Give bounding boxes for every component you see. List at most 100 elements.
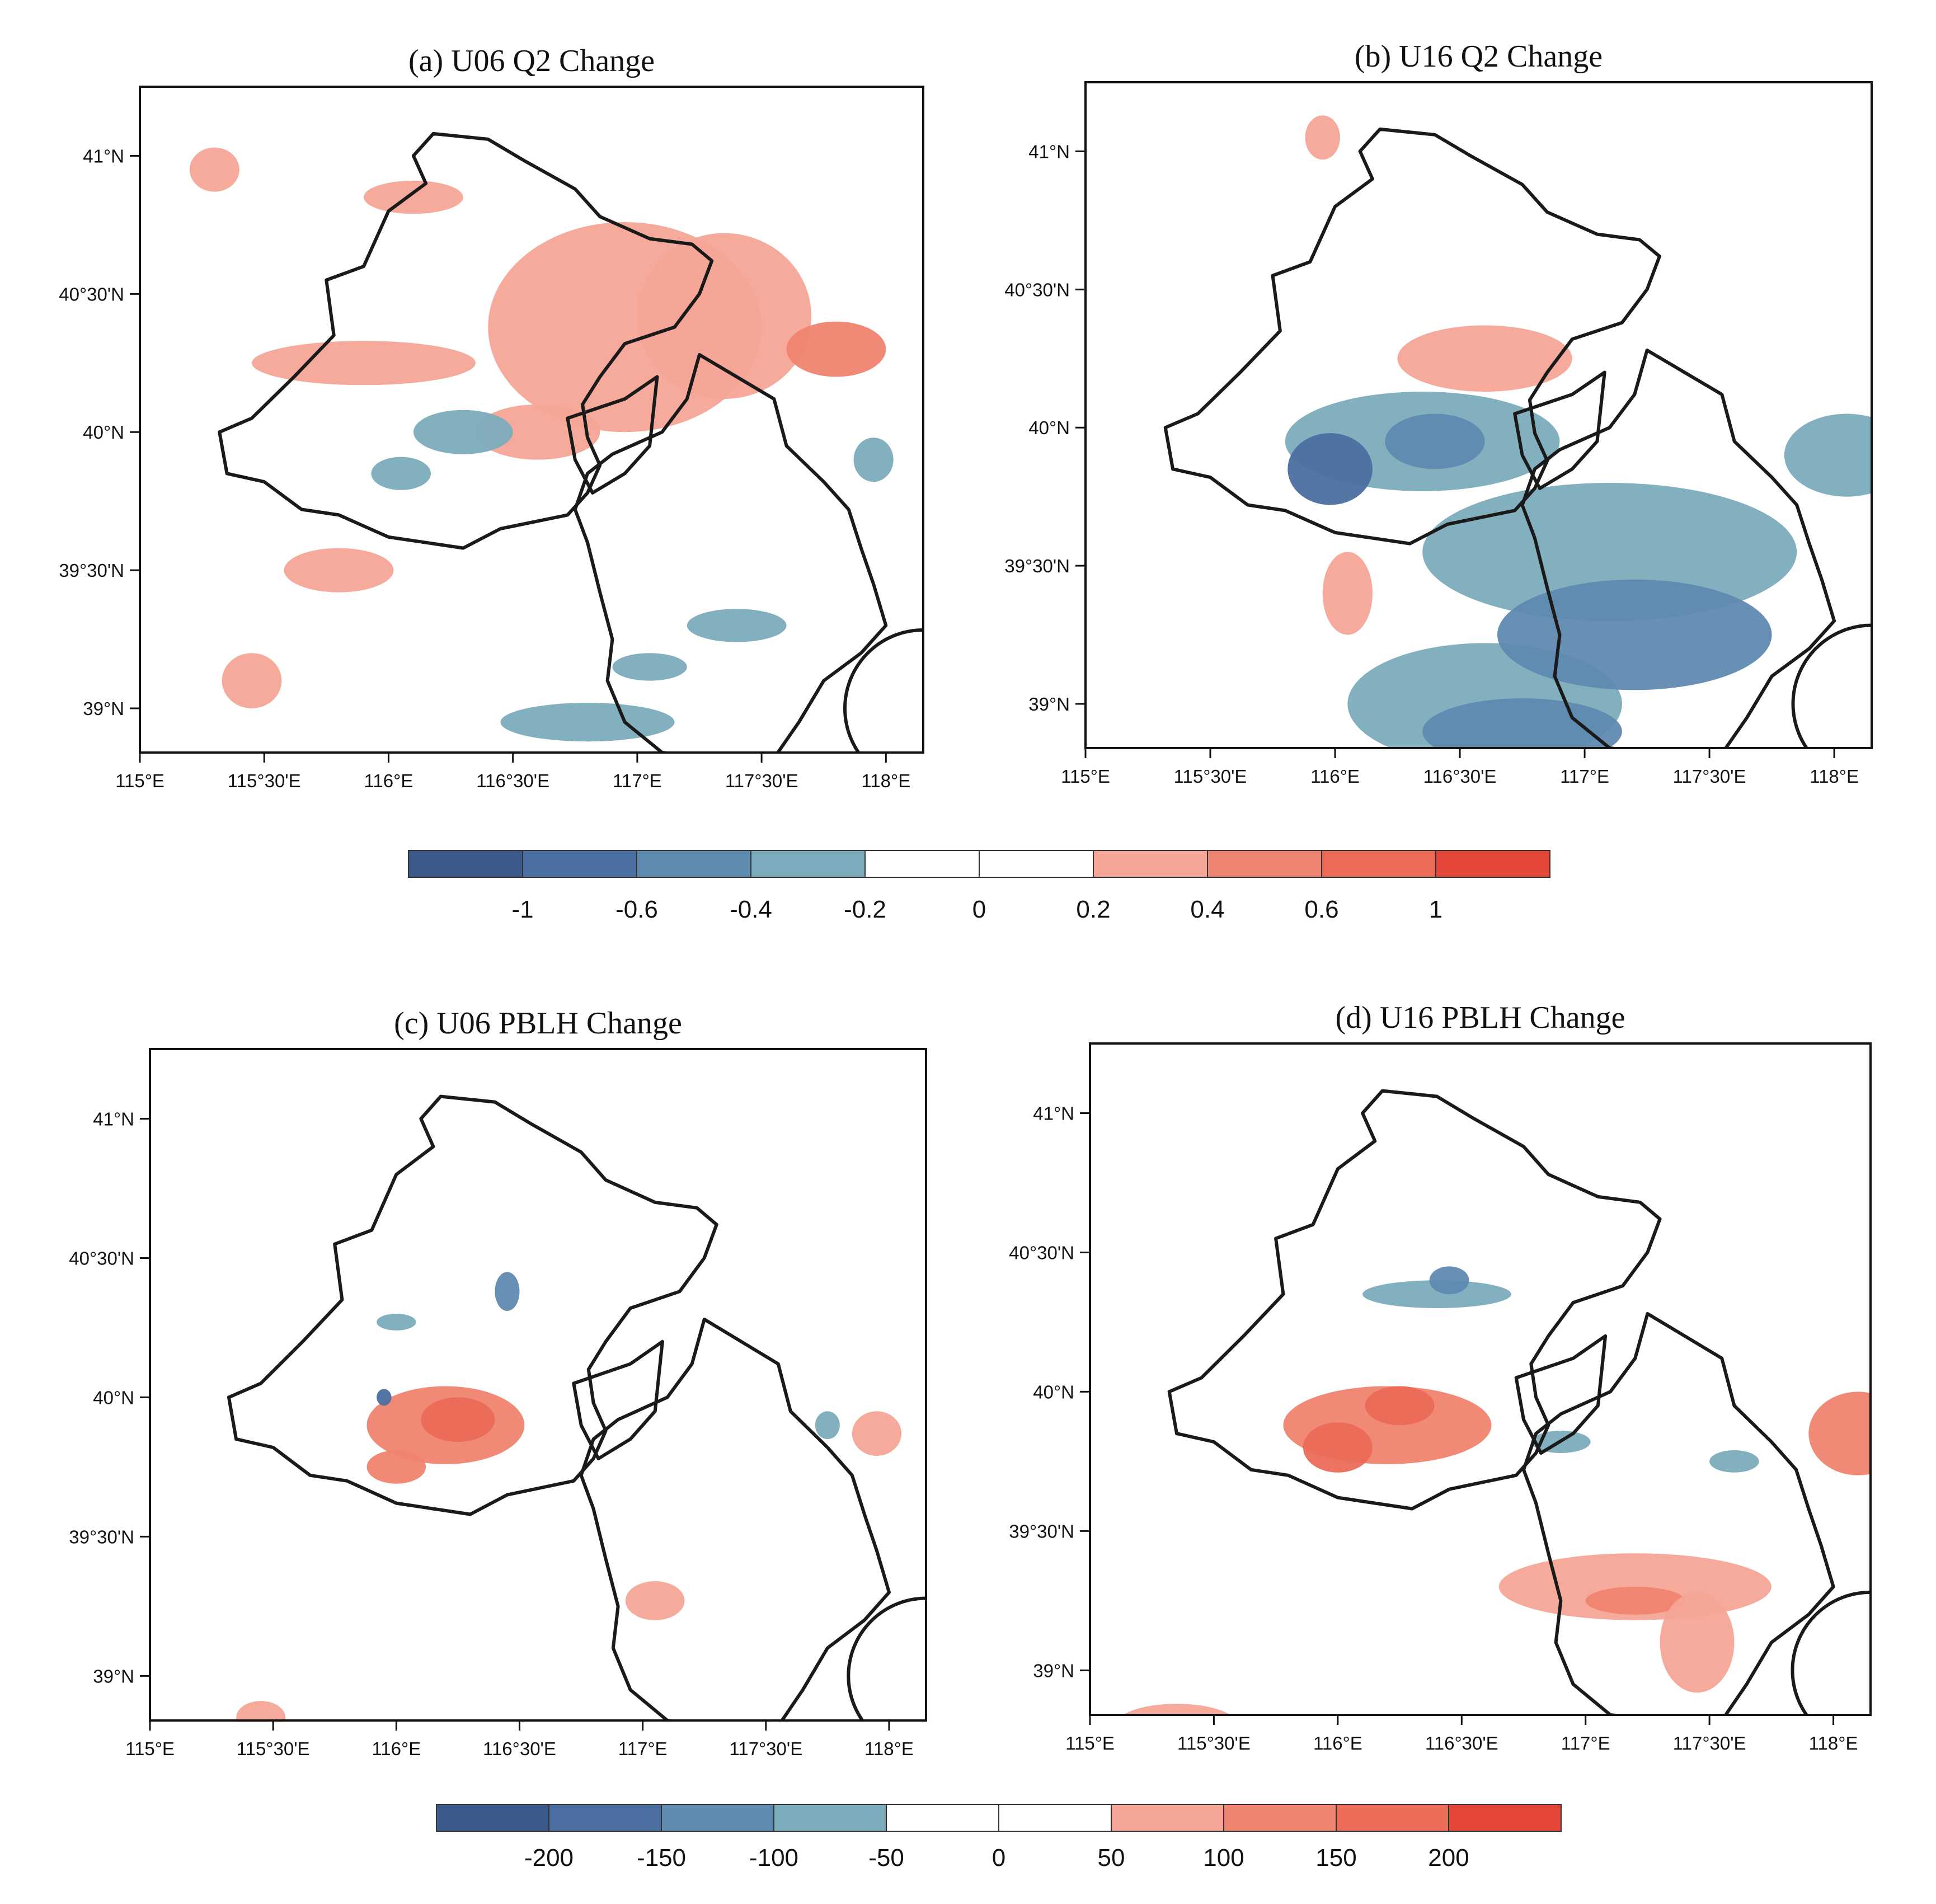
- contour-patch: [364, 180, 463, 214]
- y-tick-label: 40°N: [93, 1387, 134, 1408]
- boundary-layer: [1163, 127, 1872, 748]
- contour-patch: [1784, 413, 1872, 497]
- colorbar-swatch: [1336, 1804, 1449, 1832]
- map-panel-d: (d) U16 PBLH Change 115°E 115°30'E 116°E 116…: [1009, 1000, 1872, 1753]
- y-tick-label: 39°N: [83, 698, 124, 719]
- contour-patch: [495, 1272, 520, 1311]
- y-tick-label: 39°30'N: [1004, 556, 1070, 576]
- colorbar-q2: -1 -0.6 -0.4 -0.2 0 0.2 0.4 0.6 1: [408, 850, 1550, 923]
- x-tick-label: 116°E: [364, 770, 413, 791]
- colorbar-label: 1: [1429, 896, 1442, 923]
- colorbar-label: 0.4: [1190, 896, 1224, 923]
- y-tick-label: 40°30'N: [59, 284, 124, 304]
- x-tick-label: 117°30'E: [729, 1738, 802, 1759]
- boundary-layer: [218, 131, 923, 753]
- contour-patch: [1123, 1704, 1230, 1715]
- x-tick-label: 117°E: [1561, 1733, 1610, 1753]
- colorbar-label: -1: [511, 896, 533, 923]
- contour-patch: [853, 438, 894, 482]
- colorbar-label: -0.4: [730, 896, 772, 923]
- colorbar-label: 0: [992, 1844, 1005, 1872]
- beijing-boundary: [218, 131, 714, 550]
- colorbar-label: 0.2: [1076, 896, 1110, 923]
- y-tick-label: 39°N: [1028, 694, 1070, 714]
- contour-patch: [1422, 698, 1622, 748]
- x-tick-label: 116°30'E: [476, 770, 549, 791]
- contour-patch: [1497, 579, 1772, 690]
- y-tick-label: 39°30'N: [69, 1526, 134, 1547]
- contour-patch: [377, 1389, 392, 1406]
- x-tick-label: 115°30'E: [228, 770, 301, 791]
- coastline: [847, 1596, 926, 1720]
- beijing-boundary: [1167, 1089, 1662, 1511]
- contour-patch: [413, 410, 513, 454]
- x-tick-label: 118°E: [1809, 1733, 1858, 1753]
- colorbar-label: 100: [1203, 1844, 1244, 1872]
- contour-patch: [625, 1581, 685, 1620]
- contour-patch: [1429, 1266, 1469, 1295]
- beijing-boundary: [227, 1094, 718, 1516]
- x-tick-label: 116°30'E: [1425, 1733, 1498, 1753]
- colorbar-swatch: [886, 1804, 999, 1832]
- colorbar-swatch: [773, 1804, 887, 1832]
- colorbar-label: 50: [1098, 1844, 1125, 1872]
- contour-patch: [236, 1701, 286, 1720]
- colorbar-label: 0.6: [1304, 896, 1338, 923]
- colorbar-swatch: [1111, 1804, 1224, 1832]
- y-tick-label: 40°30'N: [1004, 279, 1070, 300]
- contour-patch: [1303, 1422, 1373, 1473]
- colorbar-swatch: [1223, 1804, 1337, 1832]
- colorbar-swatch: [661, 1804, 774, 1832]
- colorbar-swatch: [1321, 850, 1436, 878]
- x-tick-label: 116°E: [372, 1738, 421, 1759]
- x-tick-label: 115°30'E: [237, 1738, 310, 1759]
- panel-title: (d) U16 PBLH Change: [1336, 1000, 1625, 1035]
- contour-patch: [500, 703, 675, 742]
- colorbar-pblh: -200 -150 -100 -50 0 50 100 150 200: [436, 1804, 1562, 1872]
- colorbar-label: 0: [972, 896, 986, 923]
- y-tick-label: 41°N: [83, 145, 124, 166]
- panel-title: (c) U06 PBLH Change: [394, 1006, 682, 1041]
- x-tick-label: 117°E: [618, 1738, 668, 1759]
- contour-patch: [1397, 325, 1572, 392]
- contour-patch: [1305, 115, 1340, 160]
- contour-patch: [284, 548, 394, 593]
- colorbar-swatch: [1435, 850, 1550, 878]
- colorbar-label: -100: [749, 1844, 798, 1872]
- colorbar-label: -0.6: [615, 896, 658, 923]
- x-tick-label: 117°30'E: [1673, 766, 1746, 787]
- coastline: [843, 628, 923, 753]
- x-tick-label: 115°30'E: [1177, 1733, 1251, 1753]
- y-tick-label: 39°30'N: [1009, 1521, 1074, 1541]
- panel-title: (b) U16 Q2 Change: [1355, 39, 1603, 74]
- colorbar-swatch: [1093, 850, 1208, 878]
- colorbar-swatch: [864, 850, 980, 878]
- colorbar-label: 150: [1315, 1844, 1356, 1872]
- contour-patch: [612, 653, 687, 681]
- boundary-layer: [1167, 1089, 1871, 1715]
- colorbar-swatch: [408, 850, 523, 878]
- contour-patch: [1585, 1586, 1685, 1615]
- langfang-boundary: [1514, 1334, 1608, 1455]
- contour-patch: [222, 653, 282, 708]
- colorbar-label: 200: [1428, 1844, 1469, 1872]
- y-tick-label: 39°30'N: [59, 560, 124, 581]
- y-tick-label: 40°30'N: [1009, 1242, 1074, 1263]
- map-panel-c: (c) U06 PBLH Change 115°E 115°30'E 116°E 116…: [69, 1006, 927, 1759]
- langfang-boundary: [1513, 370, 1606, 490]
- x-tick-label: 118°E: [1810, 766, 1859, 787]
- x-tick-label: 115°E: [1061, 766, 1110, 787]
- colorbar-swatch: [522, 850, 637, 878]
- y-tick-label: 41°N: [93, 1108, 134, 1129]
- x-tick-label: 116°30'E: [1423, 766, 1497, 787]
- contour-patch: [687, 609, 787, 642]
- colorbar-swatch: [436, 1804, 549, 1832]
- contour-patch: [377, 1314, 416, 1331]
- y-tick-label: 40°N: [1033, 1381, 1074, 1402]
- y-tick-label: 39°N: [1033, 1660, 1074, 1681]
- boundary-layer: [227, 1094, 926, 1720]
- colorbar-swatch: [1448, 1804, 1562, 1832]
- x-tick-label: 116°30'E: [483, 1738, 556, 1759]
- contour-layer: [236, 1272, 901, 1720]
